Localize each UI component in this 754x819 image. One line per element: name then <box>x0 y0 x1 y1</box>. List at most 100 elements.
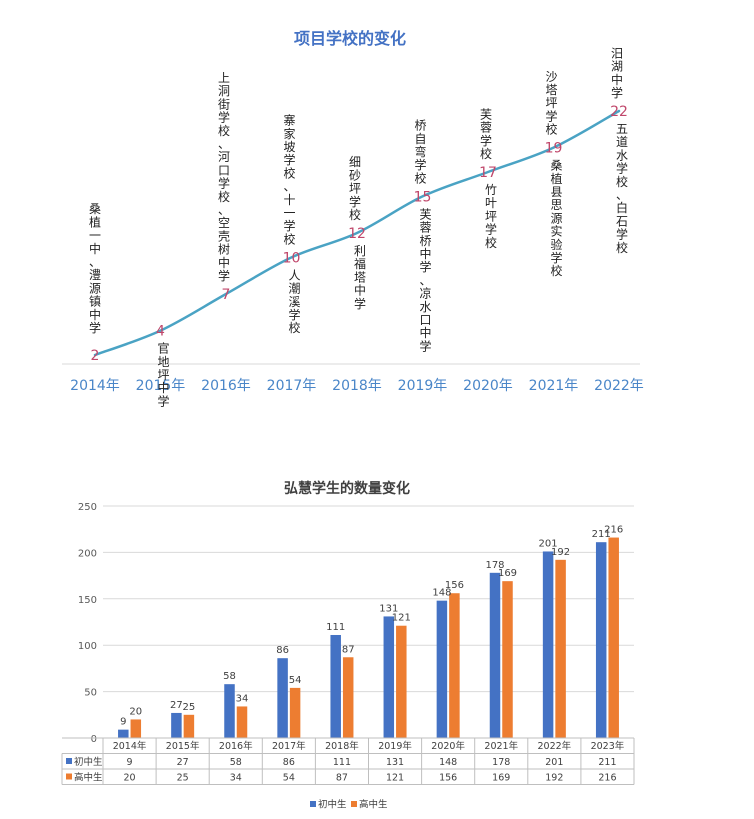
annotation-above: 芙蓉学校 <box>480 107 492 161</box>
table-series-name: 初中生 <box>74 756 103 768</box>
bar-senior-high <box>183 714 195 738</box>
bar-value-label: 201 <box>539 538 558 549</box>
x-category-label: 2019年 <box>378 740 412 752</box>
bar-junior-high <box>171 712 182 738</box>
bar-junior-high <box>330 634 341 738</box>
line-data-label: 15 <box>414 189 432 205</box>
table-legend-key <box>66 773 72 780</box>
bar-value-label: 54 <box>289 675 302 686</box>
annotation-below: 官地坪中学、陈家河中学 <box>157 341 169 410</box>
legend-label: 高中生 <box>359 799 388 811</box>
x-tick-label: 2018年 <box>332 378 382 394</box>
x-category-label: 2017年 <box>272 740 306 752</box>
y-tick-label: 0 <box>91 734 97 745</box>
bar-junior-high <box>118 729 129 738</box>
table-cell: 58 <box>230 757 242 768</box>
annotation-above: 上洞街学校、河口学校、空壳树中学 <box>218 71 230 283</box>
y-tick-label: 150 <box>78 595 97 606</box>
legend-label: 初中生 <box>318 799 347 811</box>
bar-senior-high <box>555 559 566 738</box>
x-tick-label: 2019年 <box>398 378 448 394</box>
table-cell: 86 <box>283 757 295 768</box>
annotation-below: 芙蓉桥中学、凉水口中学 <box>419 207 431 353</box>
table-legend-key <box>66 758 72 764</box>
x-tick-label: 2014年 <box>70 378 120 394</box>
school-count-line <box>93 109 621 357</box>
table-cell: 27 <box>177 757 189 768</box>
bar-value-label: 20 <box>129 706 142 717</box>
x-category-label: 2020年 <box>431 740 465 752</box>
table-cell: 25 <box>177 773 189 784</box>
bar-senior-high <box>449 593 460 738</box>
bar-junior-high <box>436 600 448 738</box>
x-tick-label: 2022年 <box>594 378 644 394</box>
bar-junior-high <box>542 551 554 738</box>
bar-value-label: 121 <box>392 613 411 624</box>
bar-value-label: 27 <box>170 700 183 711</box>
bar-value-label: 156 <box>445 580 464 591</box>
x-tick-label: 2021年 <box>529 378 579 394</box>
table-series-name: 高中生 <box>74 772 103 784</box>
bar-senior-high <box>396 625 407 738</box>
bar-senior-high <box>130 719 142 738</box>
legend-key <box>351 801 357 807</box>
line-data-label: 12 <box>348 226 366 242</box>
annotation-above: 桥自弯学校 <box>414 119 426 186</box>
x-category-label: 2021年 <box>484 740 518 752</box>
table-cell: 178 <box>492 757 510 768</box>
y-tick-label: 100 <box>78 641 97 652</box>
table-cell: 34 <box>230 773 242 784</box>
annotation-above: 寨家坡学校、十一学校 <box>283 113 295 247</box>
x-category-label: 2014年 <box>113 740 147 752</box>
y-tick-label: 200 <box>78 548 97 559</box>
table-cell: 20 <box>124 773 136 784</box>
bar-value-label: 25 <box>183 702 196 713</box>
x-tick-label: 2015年 <box>136 378 186 394</box>
line-data-label: 10 <box>283 250 301 266</box>
bar-value-label: 34 <box>236 693 249 704</box>
bar-junior-high <box>595 542 607 738</box>
line-data-label: 7 <box>222 287 231 303</box>
annotation-above: 汨湖中学 <box>611 46 623 100</box>
bar-value-label: 178 <box>485 560 504 571</box>
bar-senior-high <box>502 581 513 738</box>
y-tick-label: 50 <box>84 688 97 699</box>
annotation-below: 竹叶坪学校 <box>485 183 497 250</box>
bar-chart-title: 弘慧学生的数量变化 <box>284 480 410 497</box>
annotation-above: 细砂坪学校 <box>349 155 361 222</box>
bar-senior-high <box>289 687 301 738</box>
bar-senior-high <box>342 657 354 738</box>
annotation-below: 桑植县思源实验学校 <box>550 159 562 279</box>
annotation-above: 沙塔坪学校 <box>545 70 557 137</box>
x-tick-label: 2016年 <box>201 378 251 394</box>
y-tick-label: 250 <box>78 502 97 513</box>
bar-value-label: 216 <box>604 525 623 536</box>
bar-value-label: 192 <box>551 547 570 558</box>
bar-senior-high <box>236 706 248 738</box>
bar-junior-high <box>489 572 501 738</box>
bar-junior-high <box>383 616 395 738</box>
x-category-label: 2015年 <box>166 740 200 752</box>
annotation-below: 利福塔中学 <box>354 244 366 311</box>
x-tick-label: 2020年 <box>463 378 513 394</box>
line-data-label: 17 <box>479 165 497 181</box>
x-tick-label: 2017年 <box>267 378 317 394</box>
bar-value-label: 111 <box>326 622 345 633</box>
school-change-line-chart: 项目学校的变化 2 4 7 10 12 15 17 19 22 2014年 2015年 2016年 2… <box>62 29 644 410</box>
bar-value-label: 87 <box>342 644 355 655</box>
bar-value-label: 211 <box>592 529 611 540</box>
bar-value-label: 86 <box>276 645 289 656</box>
line-data-label: 22 <box>610 104 628 120</box>
table-cell: 9 <box>127 757 133 768</box>
line-data-label: 4 <box>156 324 165 340</box>
bar-value-label: 131 <box>379 603 398 614</box>
annotation-below: 五道水学校、白石学校 <box>616 122 628 255</box>
table-cell: 54 <box>283 773 295 784</box>
x-category-label: 2023年 <box>591 740 625 752</box>
table-cell: 216 <box>598 773 616 784</box>
x-category-label: 2018年 <box>325 740 359 752</box>
table-cell: 211 <box>598 757 616 768</box>
table-cell: 131 <box>386 757 404 768</box>
line-data-label: 19 <box>545 141 563 157</box>
